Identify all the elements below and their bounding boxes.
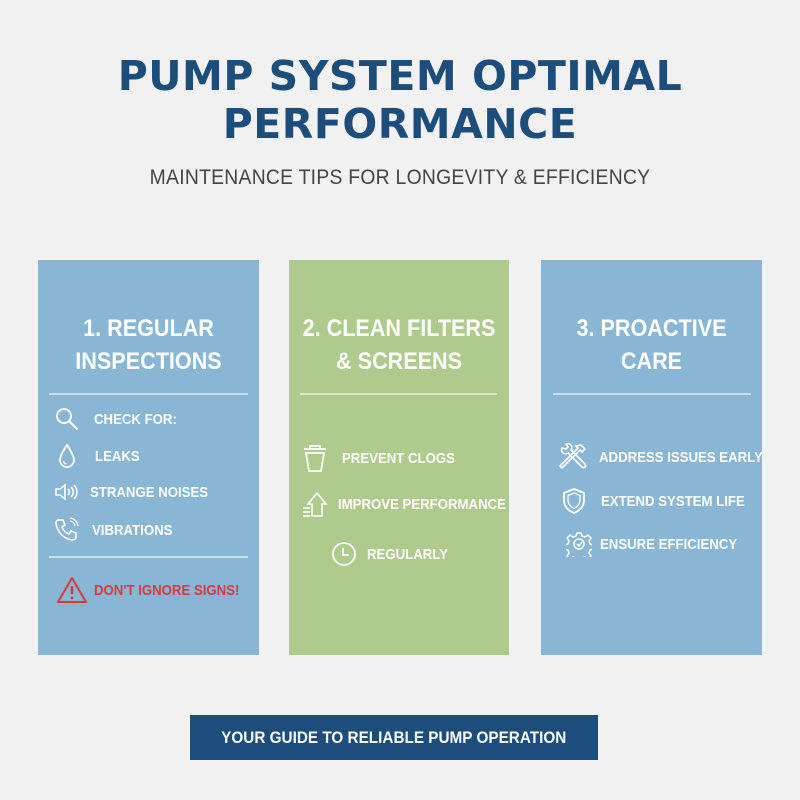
panel-title-line-1: 2. CLEAN FILTERS xyxy=(302,315,496,342)
item-label: CHECK FOR: xyxy=(94,410,177,428)
divider xyxy=(553,393,751,395)
panel-title: 1. REGULAR INSPECTIONS xyxy=(49,312,248,378)
phone-vibrate-icon xyxy=(55,517,79,541)
water-drop-icon xyxy=(59,443,75,468)
clock-icon xyxy=(332,542,356,566)
footer-banner: YOUR GUIDE TO RELIABLE PUMP OPERATION xyxy=(190,715,598,760)
panel-proactive-care: 3. PROACTIVE CARE ADDRESS ISSUES EARLY E… xyxy=(541,260,764,655)
list-item: ENSURE EFFICIENCY xyxy=(566,531,756,557)
footer-label: YOUR GUIDE TO RELIABLE PUMP OPERATION xyxy=(221,727,567,747)
gear-check-icon xyxy=(566,532,592,557)
list-item: STRANGE NOISES xyxy=(54,482,224,502)
list-item: LEAKS xyxy=(57,443,146,469)
panel-title-line-2: CARE xyxy=(620,348,683,375)
panel-title-line-1: 3. PROACTIVE xyxy=(576,315,727,342)
divider xyxy=(49,556,248,558)
item-label: ENSURE EFFICIENCY xyxy=(600,535,738,553)
item-label: ADDRESS ISSUES EARLY xyxy=(599,448,763,466)
item-label: VIBRATIONS xyxy=(92,521,173,539)
list-item: EXTEND SYSTEM LIFE xyxy=(562,487,764,515)
list-item: CHECK FOR: xyxy=(54,406,188,432)
panel-regular-inspections: 1. REGULAR INSPECTIONS CHECK FOR: LEAKS … xyxy=(38,260,259,655)
panel-title-line-1: 1. REGULAR xyxy=(83,315,214,342)
panel-title: 2. CLEAN FILTERS & SCREENS xyxy=(300,312,498,378)
item-label: STRANGE NOISES xyxy=(90,483,209,501)
item-label: REGULARLY xyxy=(367,545,448,563)
search-icon xyxy=(56,408,78,430)
arrow-up-icon xyxy=(303,491,328,517)
title-line-1: PUMP SYSTEM OPTIMAL xyxy=(117,52,683,100)
item-label: PREVENT CLOGS xyxy=(342,449,455,467)
shield-icon xyxy=(563,488,585,514)
speaker-icon xyxy=(55,483,78,501)
warning-triangle-icon xyxy=(57,577,87,603)
item-label: LEAKS xyxy=(95,447,140,465)
page-title: PUMP SYSTEM OPTIMAL PERFORMANCE xyxy=(0,52,800,148)
list-item: ADDRESS ISSUES EARLY xyxy=(559,443,785,471)
item-label: IMPROVE PERFORMANCE xyxy=(338,495,506,513)
warning-note: DON'T IGNORE SIGNS! xyxy=(56,576,259,604)
panel-title: 3. PROACTIVE CARE xyxy=(552,312,751,378)
warning-label: DON'T IGNORE SIGNS! xyxy=(94,581,240,599)
list-item: IMPROVE PERFORMANCE xyxy=(302,490,529,518)
panel-clean-filters: 2. CLEAN FILTERS & SCREENS PREVENT CLOGS… xyxy=(289,260,509,655)
page-subtitle: MAINTENANCE TIPS FOR LONGEVITY & EFFICIE… xyxy=(149,166,651,189)
filter-cup-icon xyxy=(304,445,326,472)
divider xyxy=(300,393,497,395)
item-label: EXTEND SYSTEM LIFE xyxy=(601,492,745,510)
list-item: REGULARLY xyxy=(331,541,459,567)
list-item: PREVENT CLOGS xyxy=(302,443,470,473)
list-item: VIBRATIONS xyxy=(54,517,183,543)
panel-title-line-2: & SCREENS xyxy=(335,348,463,375)
divider xyxy=(49,393,248,395)
panel-title-line-2: INSPECTIONS xyxy=(75,348,222,375)
title-line-2: PERFORMANCE xyxy=(222,100,578,148)
tools-icon xyxy=(559,443,587,470)
